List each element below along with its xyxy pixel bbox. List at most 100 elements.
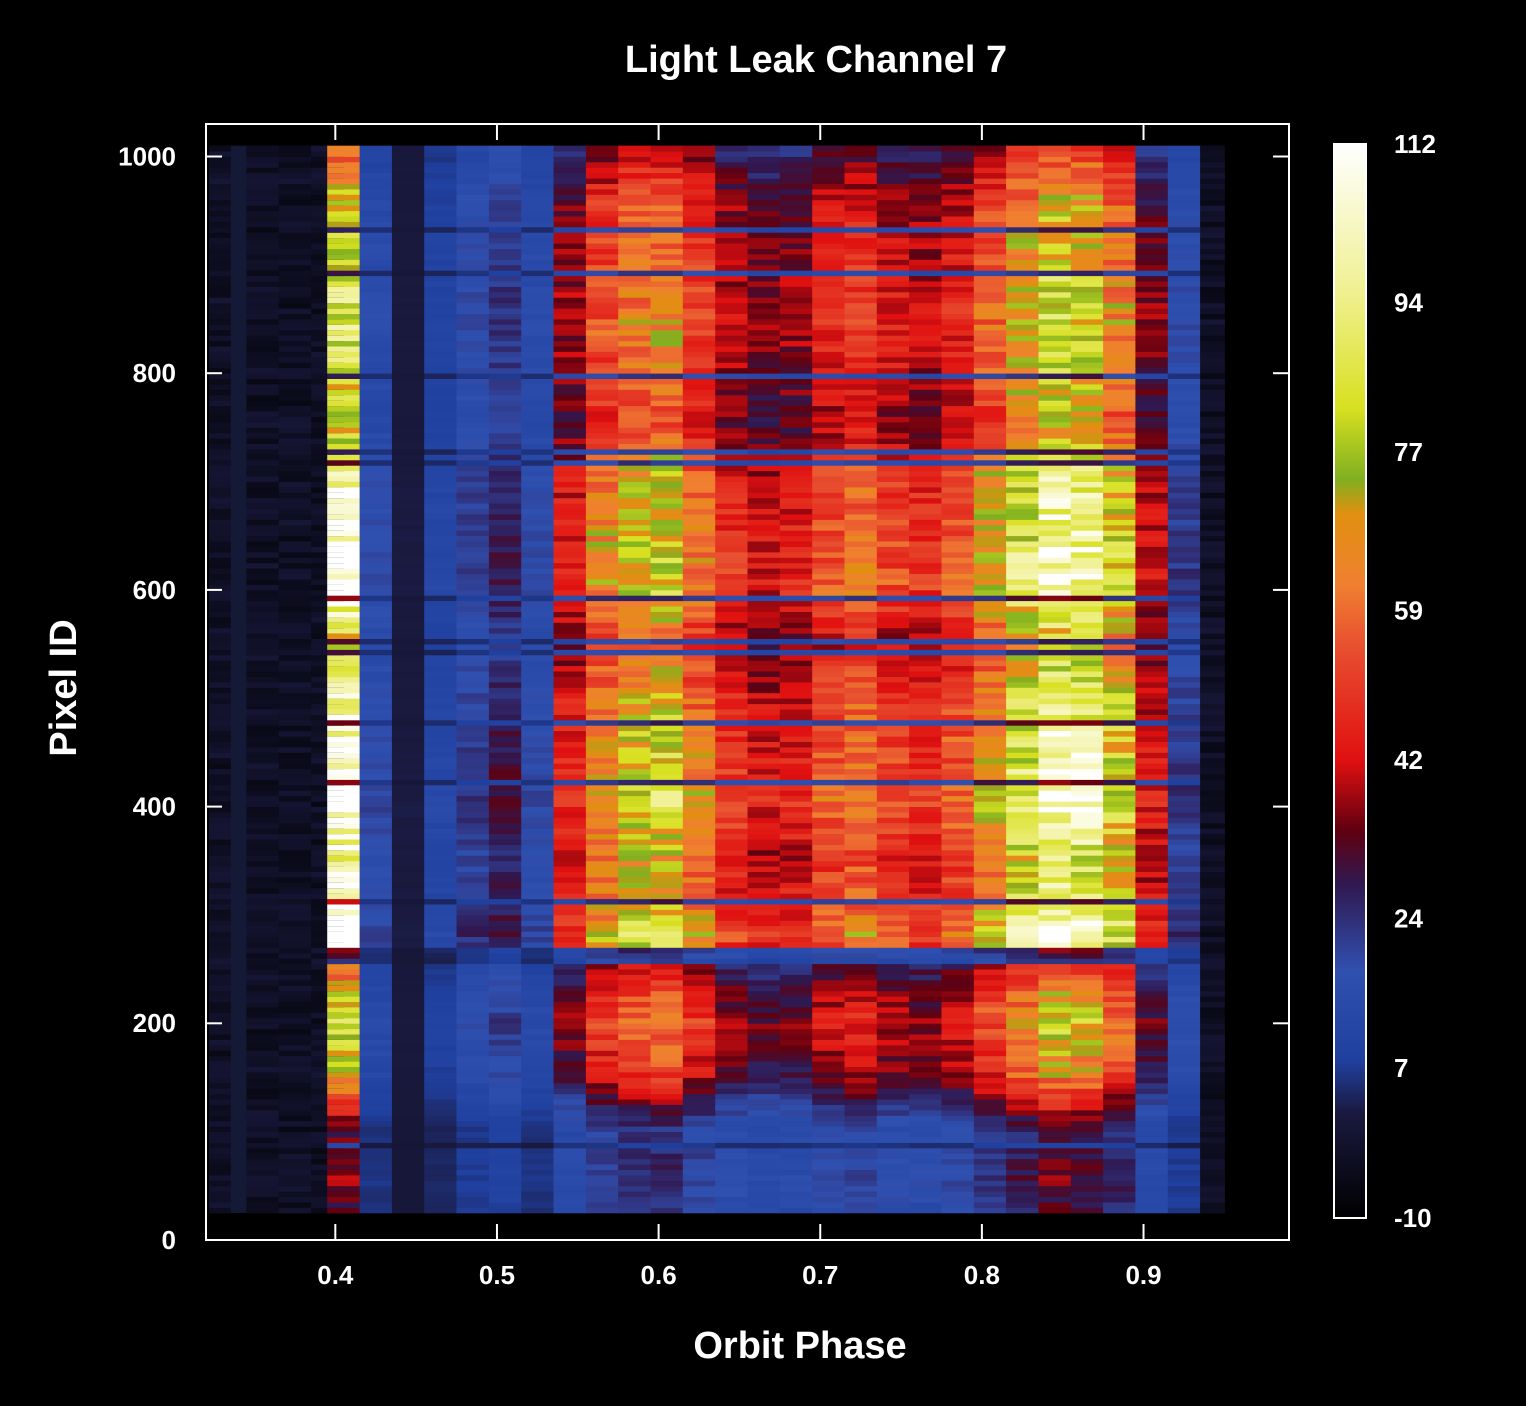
heatmap-cell (359, 806, 393, 813)
heatmap-cell (715, 747, 749, 753)
heatmap-cell (909, 942, 942, 948)
heatmap-cell (1006, 1191, 1039, 1197)
heatmap-cell (209, 763, 231, 770)
heatmap-cell (488, 1061, 522, 1067)
heatmap-cell (278, 985, 312, 992)
heatmap-cell (747, 508, 781, 515)
heatmap-cell (682, 384, 716, 390)
heatmap-cell (779, 828, 813, 835)
heatmap-cell (327, 719, 361, 726)
heatmap-cell (209, 692, 231, 699)
heatmap-cell (488, 812, 522, 818)
heatmap-cell (618, 519, 652, 526)
heatmap-cell (715, 557, 749, 564)
heatmap-cell (1006, 969, 1039, 975)
heatmap-cell (359, 422, 393, 428)
heatmap-cell (209, 1088, 231, 1095)
heatmap-cell (521, 492, 555, 499)
heatmap-cell (941, 530, 975, 537)
heatmap-cell (391, 757, 425, 764)
heatmap-cell (844, 866, 878, 872)
heatmap-cell (747, 779, 781, 786)
heatmap-cell (1135, 687, 1169, 694)
heatmap-cell (779, 476, 813, 482)
heatmap-cell (682, 698, 716, 705)
heatmap-cell (1103, 828, 1136, 835)
heatmap-cell (1103, 1115, 1136, 1122)
heatmap-cell (1103, 719, 1136, 726)
heatmap-cell (1103, 443, 1136, 450)
heatmap-cell (456, 736, 490, 742)
heatmap-cell (747, 530, 781, 537)
heatmap-cell (1103, 736, 1136, 742)
heatmap-cell (1006, 384, 1039, 390)
heatmap-cell (521, 497, 555, 504)
heatmap-cell (278, 730, 312, 737)
heatmap-cell (488, 855, 522, 862)
heatmap-cell (424, 925, 458, 932)
heatmap-cell (909, 952, 942, 959)
heatmap-cell (585, 665, 619, 672)
heatmap-cell (1006, 373, 1039, 379)
heatmap-cell (844, 519, 878, 526)
heatmap-cell (456, 611, 490, 618)
heatmap-cell (682, 736, 716, 742)
heatmap-cell (650, 1110, 684, 1116)
heatmap-cell (747, 606, 781, 612)
heatmap-cell (1038, 394, 1072, 401)
heatmap-cell (941, 562, 975, 569)
heatmap-cell (1038, 411, 1072, 417)
heatmap-cell (1167, 557, 1201, 564)
heatmap-cell (876, 741, 910, 748)
heatmap-cell (909, 503, 942, 509)
heatmap-cell (585, 660, 619, 667)
heatmap-cell (278, 411, 312, 417)
heatmap-cell (1070, 378, 1104, 385)
heatmap-cell (618, 1055, 652, 1062)
heatmap-cell (973, 893, 1007, 900)
heatmap-cell (1006, 909, 1039, 916)
heatmap-cell (1167, 487, 1201, 493)
heatmap-cell (1070, 524, 1104, 531)
heatmap-cell (909, 400, 942, 407)
heatmap-cell (488, 1088, 522, 1095)
heatmap-cell (585, 1207, 619, 1214)
heatmap-cell (1135, 1175, 1169, 1181)
heatmap-cell (682, 638, 716, 645)
heatmap-cell (844, 741, 878, 748)
heatmap-cell (876, 595, 910, 602)
heatmap-cell (747, 1158, 781, 1165)
heatmap-cell (682, 557, 716, 564)
heatmap-cell (779, 676, 813, 683)
heatmap-cell (424, 1017, 458, 1024)
heatmap-cell (618, 1061, 652, 1067)
heatmap-cell (715, 416, 749, 423)
heatmap-cell (488, 557, 522, 564)
heatmap-cell (521, 920, 555, 927)
heatmap-cell (1038, 844, 1072, 851)
heatmap-cell (521, 454, 555, 461)
heatmap-cell (359, 871, 393, 878)
heatmap-cell (278, 806, 312, 813)
heatmap-cell (521, 757, 555, 764)
heatmap-cell (1200, 1034, 1225, 1040)
heatmap-cell (391, 627, 425, 634)
heatmap-cell (1167, 931, 1201, 937)
heatmap-cell (488, 844, 522, 851)
heatmap-cell (650, 627, 684, 634)
heatmap-cell (876, 893, 910, 900)
heatmap-cell (521, 790, 555, 797)
heatmap-cell (359, 487, 393, 493)
heatmap-cell (779, 990, 813, 997)
heatmap-cell (1038, 817, 1072, 824)
heatmap-cell (1070, 1007, 1104, 1013)
heatmap-cell (1038, 866, 1072, 872)
heatmap-cell (1200, 1050, 1225, 1057)
heatmap-cell (456, 692, 490, 699)
heatmap-cell (1135, 958, 1169, 965)
heatmap-cell (973, 1023, 1007, 1030)
heatmap-cell (391, 1017, 425, 1024)
heatmap-cell (650, 611, 684, 618)
heatmap-cell (844, 1017, 878, 1024)
